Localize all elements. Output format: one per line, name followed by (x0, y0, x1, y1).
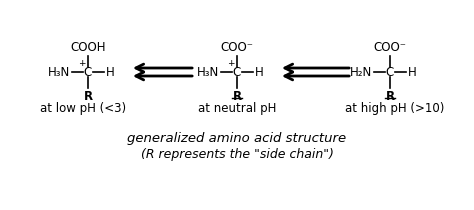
Text: H: H (106, 66, 115, 79)
Text: H: H (408, 66, 417, 79)
Text: +: + (227, 59, 234, 68)
Text: C: C (233, 66, 241, 79)
Text: H₃N: H₃N (48, 66, 70, 79)
Text: (R represents the "side chain"): (R represents the "side chain") (141, 148, 333, 161)
Text: COO⁻: COO⁻ (220, 41, 254, 54)
Text: COO⁻: COO⁻ (374, 41, 407, 54)
Text: C: C (386, 66, 394, 79)
Text: COOH: COOH (70, 41, 106, 54)
Text: R: R (232, 90, 242, 103)
Text: R: R (385, 90, 394, 103)
Text: at high pH (>10): at high pH (>10) (346, 102, 445, 115)
Text: R: R (83, 90, 92, 103)
Text: C: C (84, 66, 92, 79)
Text: H₂N: H₂N (350, 66, 372, 79)
Text: at low pH (<3): at low pH (<3) (40, 102, 126, 115)
Text: at neutral pH: at neutral pH (198, 102, 276, 115)
Text: H₃N: H₃N (197, 66, 219, 79)
Text: generalized amino acid structure: generalized amino acid structure (128, 132, 346, 145)
Text: +: + (78, 59, 85, 68)
Text: H: H (255, 66, 264, 79)
